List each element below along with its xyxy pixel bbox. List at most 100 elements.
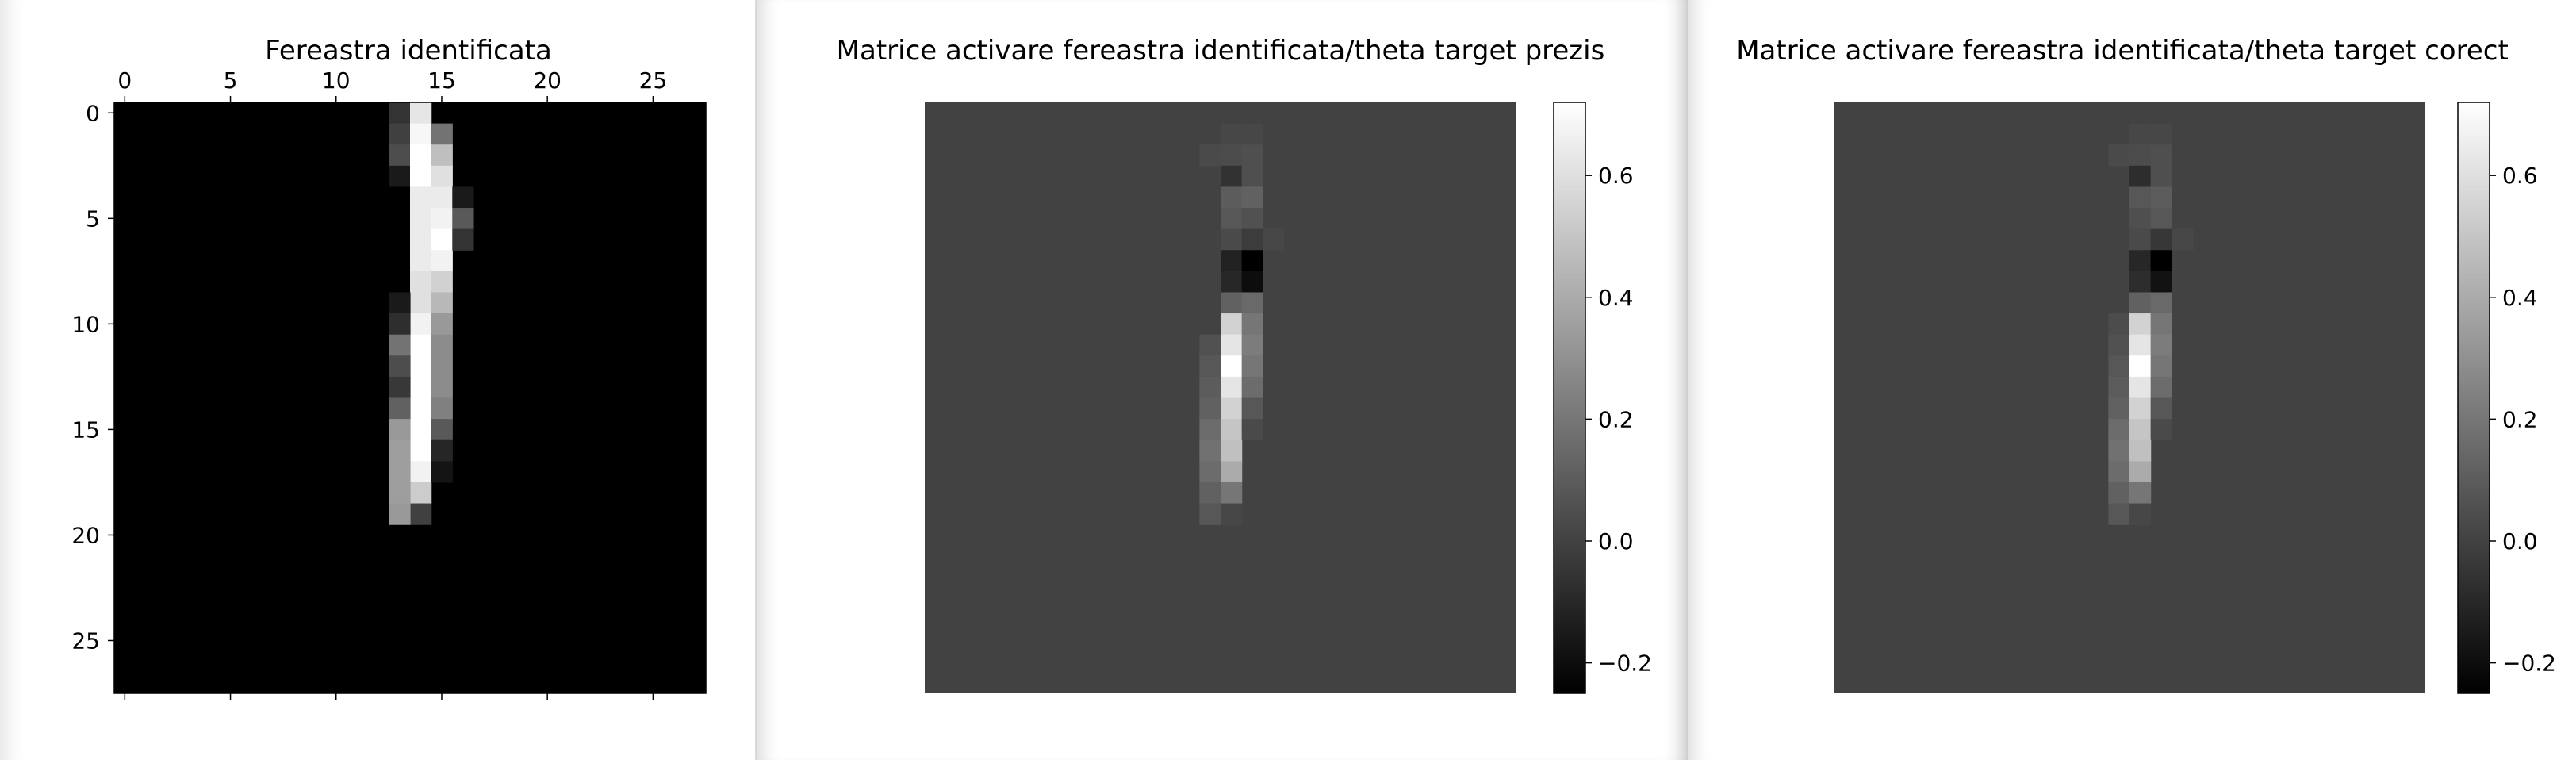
heatmap-cell [1241,313,1263,336]
y-tick-label: 0 [86,100,100,126]
heatmap-cell [2129,355,2152,378]
heatmap-cell [1221,123,1243,145]
heatmap-cell [431,397,453,420]
heatmap-cell [2129,313,2152,336]
heatmap-cell [431,250,453,272]
chart-title: Matrice activare fereastra identificata/… [1736,35,2509,67]
heatmap-cell [2129,228,2152,251]
x-tick-label: 25 [639,67,668,94]
heatmap-cell [2129,186,2152,209]
heatmap-cell [1199,355,1221,378]
heatmap-cell [1241,397,1263,420]
heatmap-cell [2172,228,2194,251]
heatmap-cell [1241,165,1263,188]
heatmap-cell [389,439,411,462]
heatmap-cell [1241,292,1263,314]
x-tick-label: 0 [117,67,132,94]
heatmap-cell [1221,144,1243,167]
heatmap-cell [410,334,432,356]
heatmap-cell [410,503,432,525]
heatmap-cell [2150,123,2172,145]
heatmap-cell [389,313,411,336]
heatmap-cell [389,292,411,314]
heatmap-cell [2108,144,2130,167]
colorbar-tick-label: −0.2 [1598,651,1652,677]
heatmap-cell [1221,165,1243,188]
heatmap-cell [452,186,474,209]
heatmap-cell [431,165,453,188]
heatmap-cell [2129,419,2152,441]
heatmap-cell [1199,419,1221,441]
heatmap-cell [2150,419,2172,441]
heatmap-cell [2150,250,2172,272]
heatmap-cell [431,355,453,378]
heatmap-cell [431,292,453,314]
heatmap-cell [389,334,411,356]
heatmap-cell [389,102,411,125]
heatmap-cell [1221,334,1243,356]
heatmap-cell [431,334,453,356]
heatmap-cell [1221,186,1243,209]
heatmap-cell [1221,355,1243,378]
heatmap-cell [2108,334,2130,356]
heatmap-cell [2150,334,2172,356]
heatmap-cell [389,165,411,188]
heatmap-cell [389,461,411,483]
heatmap-cell [2129,208,2152,230]
heatmap-cell [2108,439,2130,462]
panel-correct-activation: Matrice activare fereastra identificata/… [1686,0,2576,760]
heatmap-cell [2150,271,2172,294]
heatmap-cell [2150,228,2172,251]
heatmap-cell [410,292,432,314]
heatmap-cell [2129,144,2152,167]
heatmap-cell [1221,503,1243,525]
colorbar-tick-label: 0.2 [1598,406,1634,432]
heatmap-cell [431,123,453,145]
x-tick-label: 20 [533,67,562,94]
heatmap-cell [2129,165,2152,188]
heatmap-cell [431,208,453,230]
heatmap-cell [389,376,411,399]
heatmap-cell [410,165,432,188]
heatmap-cell [410,250,432,272]
heatmap-cell [431,228,453,251]
heatmap-cell [2108,376,2130,399]
y-tick-label: 25 [71,628,100,654]
heatmap-cell [410,313,432,336]
heatmap-cell [2129,461,2152,483]
heatmap-cell [2150,355,2172,378]
panel-predicted-activation: Matrice activare fereastra identificata/… [755,0,1688,760]
colorbar-tick-label: −0.2 [2502,651,2556,677]
heatmap-cell [1221,397,1243,420]
heatmap-cell [1221,461,1243,483]
predicted-activation-chart: Matrice activare fereastra identificata/… [837,35,1652,694]
heatmap-cell [2129,250,2152,272]
colorbar-tick-label: 0.6 [1598,163,1634,189]
heatmap-cell [431,271,453,294]
heatmap-cell [2108,397,2130,420]
heatmap-cell [431,186,453,209]
heatmap-cell [2108,503,2130,525]
panel-input-window: Fereastra identificata 0 5 10 15 20 25 0 5 10 15 2… [0,0,755,760]
heatmap-cell [410,461,432,483]
heatmap-cell [410,208,432,230]
heatmap-cell [410,271,432,294]
heatmap-cell [2150,292,2172,314]
colorbar-tick-label: 0.4 [2502,285,2538,311]
x-tick-label: 15 [427,67,456,94]
heatmap-cell [1241,376,1263,399]
y-tick-label: 5 [86,205,100,232]
heatmap-cell [1241,228,1263,251]
heatmap-cell [389,503,411,525]
heatmap-cell [2150,186,2172,209]
heatmap-cell [2150,165,2172,188]
heatmap-cell [2108,313,2130,336]
heatmap-cell [410,439,432,462]
heatmap-cell [452,208,474,230]
axes-frame [113,102,707,694]
heatmap-cell [389,186,411,209]
heatmap-cell [2129,439,2152,462]
heatmap-cell [1221,482,1243,505]
heatmap-cell [2129,292,2152,314]
heatmap-cell [1221,228,1243,251]
